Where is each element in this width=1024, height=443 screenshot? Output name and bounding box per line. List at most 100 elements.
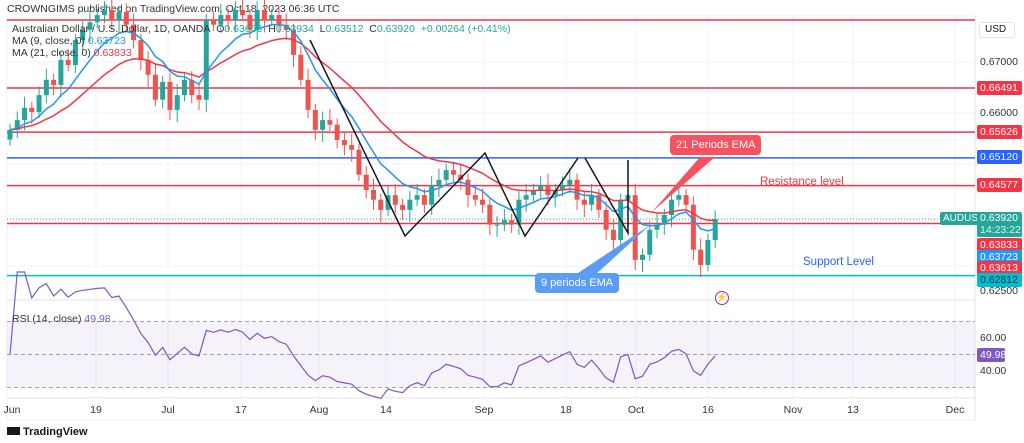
candle-body [218,15,224,25]
open-value: 0.63656 [224,23,263,35]
time-tick: Jun [3,404,21,416]
open-label: O [216,23,225,35]
tv-logo-icon [7,427,20,435]
level-tag: 0.62812 [977,273,1022,287]
candle-body [705,239,711,265]
bar-countdown: 14:23:22 [980,224,1021,236]
candle-body [65,59,71,66]
candle-body [283,24,289,30]
candle-body [560,184,566,191]
legend-ma9[interactable]: MA (9, close, 0) 0.63723 [12,35,126,47]
candle-body [378,199,384,210]
last-price-tag: 0.63920 14:23:22 [977,212,1022,237]
candle-body [596,195,602,210]
candle-body [421,195,427,205]
candle-body [472,195,478,200]
close-label: C [369,23,377,35]
candle-body [174,95,180,110]
ma9-value: 0.63723 [87,35,126,47]
candle-body [29,107,35,112]
level-tag: 0.64577 [977,178,1022,192]
time-tick: Sep [474,404,494,416]
candle-body [698,249,704,265]
candle-body [22,107,28,121]
candle-body [443,170,449,180]
candle-body [436,179,442,185]
zigzag-pattern [309,39,579,238]
legend-rsi[interactable]: RSI (14, close) 49.98 [12,313,111,325]
time-tick: 13 [847,404,859,416]
ema21-callout-pointer [652,157,715,212]
candle-body [276,15,282,25]
candle-body [363,174,369,191]
candle-body [51,79,57,85]
candle-body [145,59,151,75]
legend-symbol-row: Australian Dollar / U.S. Dollar, 1D, OAN… [12,23,511,35]
candle-body [203,20,209,100]
last-price: 0.63920 [980,212,1018,224]
price-tick: 0.66000 [980,107,1018,119]
candle-body [450,170,456,175]
candle-body [690,204,696,250]
candle-body [58,59,64,85]
candle-body [247,15,253,30]
candle-body [312,109,318,130]
candle-body [647,229,653,255]
candle-body [501,220,507,225]
candle-body [639,254,645,260]
candle-body [407,199,413,210]
level-tag: 0.66491 [977,81,1022,95]
candle-body [225,15,231,21]
time-tick: 16 [702,404,714,416]
candle-body [327,120,333,125]
candle-body [116,12,122,21]
ma9-label: MA (9, close, 0) [12,35,85,47]
candle-body [211,20,217,25]
price-tick: 0.67000 [980,56,1018,68]
rsi-label: RSI (14, close) [12,313,82,325]
price-tick: 0.62500 [980,285,1018,297]
candle-body [298,54,304,80]
candle-body [232,9,238,21]
change-value: +0.00264 (+0.41%) [420,23,511,35]
rsi-value: 49.98 [84,313,111,325]
candle-body [43,79,49,96]
candle-body [480,199,486,205]
level-tag: 0.65120 [977,150,1022,164]
currency-button[interactable]: USD [979,22,1015,38]
candle-body [261,9,267,21]
time-tick: Oct [627,404,645,416]
time-tick: Dec [945,404,965,416]
lightning-icon[interactable]: ⚡ [715,291,729,305]
time-tick: 18 [560,404,572,416]
candle-body [661,215,667,225]
rsi-tick: 40.00 [980,365,1007,377]
time-tick: Jul [161,404,175,416]
symbol-tag: AUDUSD [940,212,989,225]
candle-body [138,40,144,60]
candle-body [349,145,355,150]
high-value: 0.63934 [275,23,314,35]
candle-body [269,15,275,21]
legend-ma21[interactable]: MA (21, close, 0) 0.63833 [12,47,132,59]
candle-body [109,9,115,21]
ema9-callout: 9 periods EMA [535,273,620,293]
candle-body [465,179,471,196]
time-tick: 17 [235,404,247,416]
candle-body [196,95,202,100]
support-label: Support Level [803,256,874,268]
candle-body [509,220,515,225]
rsi-line [9,271,716,400]
low-tag: 0.63613 [977,261,1022,275]
time-tick: Nov [783,404,803,416]
candle-body [341,140,347,146]
candle-body [414,195,420,200]
candle-body [632,195,638,260]
candle-body [530,190,536,196]
candle-body [676,195,682,200]
candle-body [429,184,435,205]
tradingview-logo[interactable]: TradingView [7,426,88,438]
candle-body [240,9,246,16]
candle-body [356,149,362,175]
